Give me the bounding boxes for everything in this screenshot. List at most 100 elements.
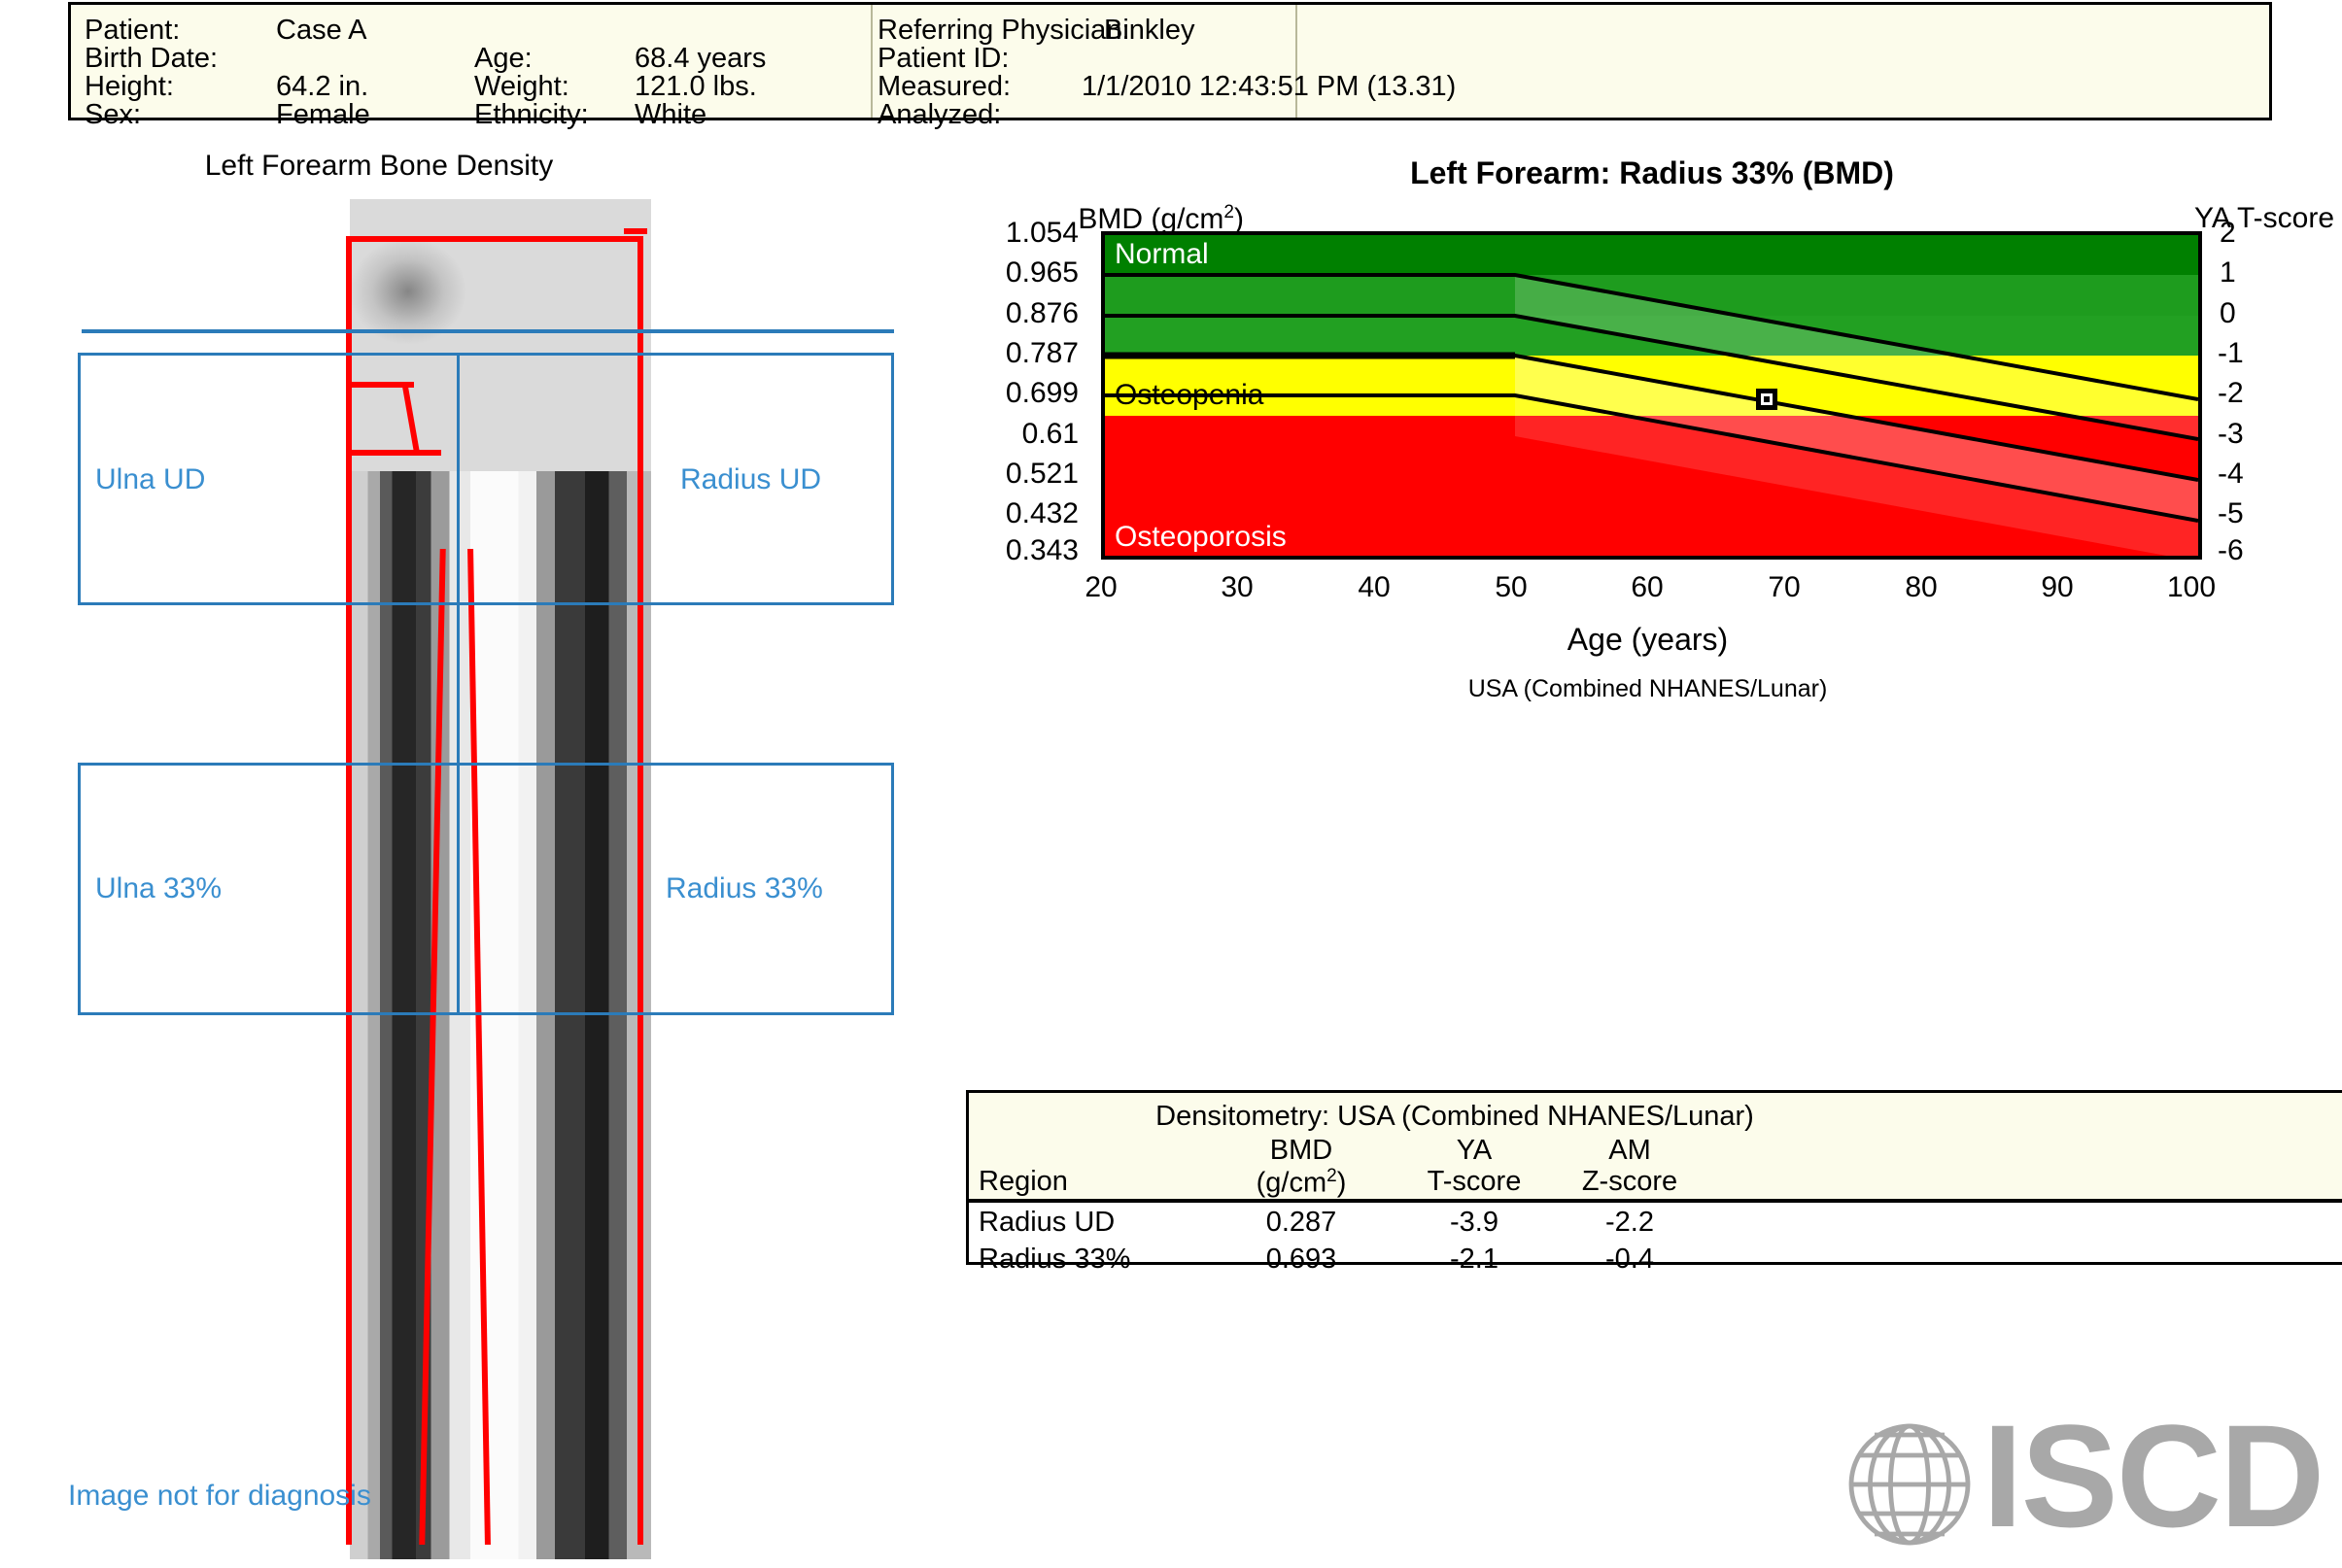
x-tick-label-2: 40 xyxy=(1358,571,1391,603)
zone-normal-mid-1 xyxy=(1105,275,2198,316)
field-value-sex: Female xyxy=(276,99,370,130)
y2-tick-label-3: -1 xyxy=(2218,337,2244,369)
x-tick-40 xyxy=(1378,556,1381,560)
y-tick-1 xyxy=(1101,275,1105,278)
roi-box-33[interactable] xyxy=(78,763,894,1015)
y-tick-label-2: 0.876 xyxy=(1005,297,1079,329)
roi-label-radius-ud: Radius UD xyxy=(680,463,822,495)
table-row[interactable]: Radius UD 0.287 -3.9 -2.2 xyxy=(969,1203,2342,1240)
x-tick-label-3: 50 xyxy=(1495,571,1528,603)
bone-outline-wrist-top-left xyxy=(346,238,352,442)
radiograph-wrist-region xyxy=(350,199,651,471)
x-tick-55 xyxy=(1583,556,1586,560)
cell-t-0: -3.9 xyxy=(1450,1207,1498,1238)
cell-region-1: Radius 33% xyxy=(979,1244,1131,1275)
y2-tick-0 xyxy=(2198,235,2202,238)
table-row[interactable]: Radius 33% 0.693 -2.1 -0.4 xyxy=(969,1240,2342,1277)
cell-t-1: -2.1 xyxy=(1450,1244,1498,1275)
y-tick-3 xyxy=(1101,356,1105,358)
x-tick-85 xyxy=(1993,556,1996,560)
x-tick-60 xyxy=(1652,556,1655,560)
chart-y-axis-label: BMD (g/cm2) xyxy=(1078,202,1244,235)
roi-label-ulna-ud: Ulna UD xyxy=(95,463,206,495)
x-tick-label-6: 80 xyxy=(1905,571,1938,603)
field-label-birth-date: Birth Date: xyxy=(85,43,218,74)
y-tick-label-8: 0.343 xyxy=(1005,534,1079,566)
y-tick-7 xyxy=(1101,516,1105,519)
x-tick-100 xyxy=(2195,556,2198,560)
y2-tick-label-5: -3 xyxy=(2218,418,2244,450)
y2-tick-6 xyxy=(2198,476,2202,479)
forearm-scan-panel: Left Forearm Bone Density Ulna UD Radius… xyxy=(58,136,952,1564)
header-divider-1 xyxy=(871,5,873,118)
zone-normal-mid-2 xyxy=(1105,316,2198,356)
col-header-am-line1: AM xyxy=(1608,1135,1651,1166)
y2-tick-label-8: -6 xyxy=(2218,534,2244,566)
scan-title: Left Forearm Bone Density xyxy=(204,150,554,182)
header-divider-2 xyxy=(1295,5,1297,118)
bone-outline-radius-flare xyxy=(624,228,647,234)
col-header-region: Region xyxy=(979,1166,1068,1197)
y-tick-label-4: 0.699 xyxy=(1005,377,1079,409)
zone-label-osteopenia: Osteopenia xyxy=(1115,379,1264,411)
field-label-measured: Measured: xyxy=(878,71,1012,102)
chart-x-axis-label: Age (years) xyxy=(1567,622,1729,657)
iscd-wordmark: ISCD xyxy=(1982,1394,2325,1557)
field-label-ethnicity: Ethnicity: xyxy=(474,99,589,130)
cell-region-0: Radius UD xyxy=(979,1207,1116,1238)
field-value-age: 68.4 years xyxy=(635,43,767,74)
not-for-diagnosis-disclaimer: Image not for diagnosis xyxy=(68,1480,371,1512)
y-tick-6 xyxy=(1101,476,1105,479)
col-header-bmd-line1: BMD xyxy=(1269,1135,1333,1166)
y-tick-5 xyxy=(1101,436,1105,439)
field-label-sex: Sex: xyxy=(85,99,142,130)
patient-data-point-marker[interactable] xyxy=(1756,389,1777,410)
y-tick-2 xyxy=(1101,316,1105,319)
y-tick-0 xyxy=(1101,235,1105,238)
bone-outline-radius-lateral xyxy=(637,238,643,1545)
y2-tick-label-7: -5 xyxy=(2218,497,2244,529)
chart-y2-axis-label: YA T-score xyxy=(2194,202,2334,234)
x-tick-label-1: 30 xyxy=(1221,571,1254,603)
y-tick-label-7: 0.432 xyxy=(1005,497,1079,529)
y-tick-label-5: 0.61 xyxy=(1021,418,1079,450)
col-header-t-score: T-score xyxy=(1427,1166,1522,1197)
cell-z-0: -2.2 xyxy=(1605,1207,1654,1238)
iscd-logo: ISCD xyxy=(1837,1403,2342,1562)
y2-tick-label-0: 2 xyxy=(2220,217,2236,249)
cell-z-1: -0.4 xyxy=(1605,1244,1654,1275)
bmd-age-chart: Left Forearm: Radius 33% (BMD) BMD (g/cm… xyxy=(972,146,2334,702)
bone-outline-ulna-head xyxy=(348,450,441,456)
roi-box-ud[interactable] xyxy=(78,353,894,605)
y2-tick-2 xyxy=(2198,316,2202,319)
y-tick-label-3: 0.787 xyxy=(1005,337,1079,369)
y-tick-label-1: 0.965 xyxy=(1005,256,1079,289)
y2-tick-label-1: 1 xyxy=(2220,256,2236,289)
x-tick-label-0: 20 xyxy=(1085,571,1118,603)
field-value-ethnicity: White xyxy=(635,99,707,130)
y-tick-label-6: 0.521 xyxy=(1005,458,1079,490)
field-value-referring-physician: Binkley xyxy=(1104,15,1195,46)
zone-normal-dark xyxy=(1105,235,2198,275)
x-tick-label-5: 70 xyxy=(1768,571,1801,603)
field-value-height: 64.2 in. xyxy=(276,71,369,102)
y2-tick-1 xyxy=(2198,275,2202,278)
field-value-patient: Case A xyxy=(276,15,367,46)
bone-outline-ulna-lateral xyxy=(346,437,352,1545)
results-table-header: Densitometry: USA (Combined NHANES/Lunar… xyxy=(969,1093,2342,1203)
x-tick-45 xyxy=(1447,556,1450,560)
results-table-caption: Densitometry: USA (Combined NHANES/Lunar… xyxy=(1155,1101,1754,1132)
field-label-referring-physician: Referring Physician: xyxy=(878,15,1130,46)
cell-bmd-1: 0.693 xyxy=(1265,1244,1337,1275)
x-tick-label-8: 100 xyxy=(2166,571,2217,603)
field-label-patient-id: Patient ID: xyxy=(878,43,1010,74)
roi-line-upper xyxy=(82,329,894,333)
field-label-weight: Weight: xyxy=(474,71,569,102)
scan-stage: Ulna UD Radius UD Ulna 33% Radius 33% Im… xyxy=(58,180,952,1559)
y2-tick-3 xyxy=(2198,356,2202,358)
field-label-height: Height: xyxy=(85,71,174,102)
roi-divider-vertical xyxy=(457,353,460,1015)
bone-outline-wrist-top xyxy=(346,236,643,242)
globe-icon xyxy=(1848,1423,1971,1546)
x-tick-70 xyxy=(1788,556,1791,560)
